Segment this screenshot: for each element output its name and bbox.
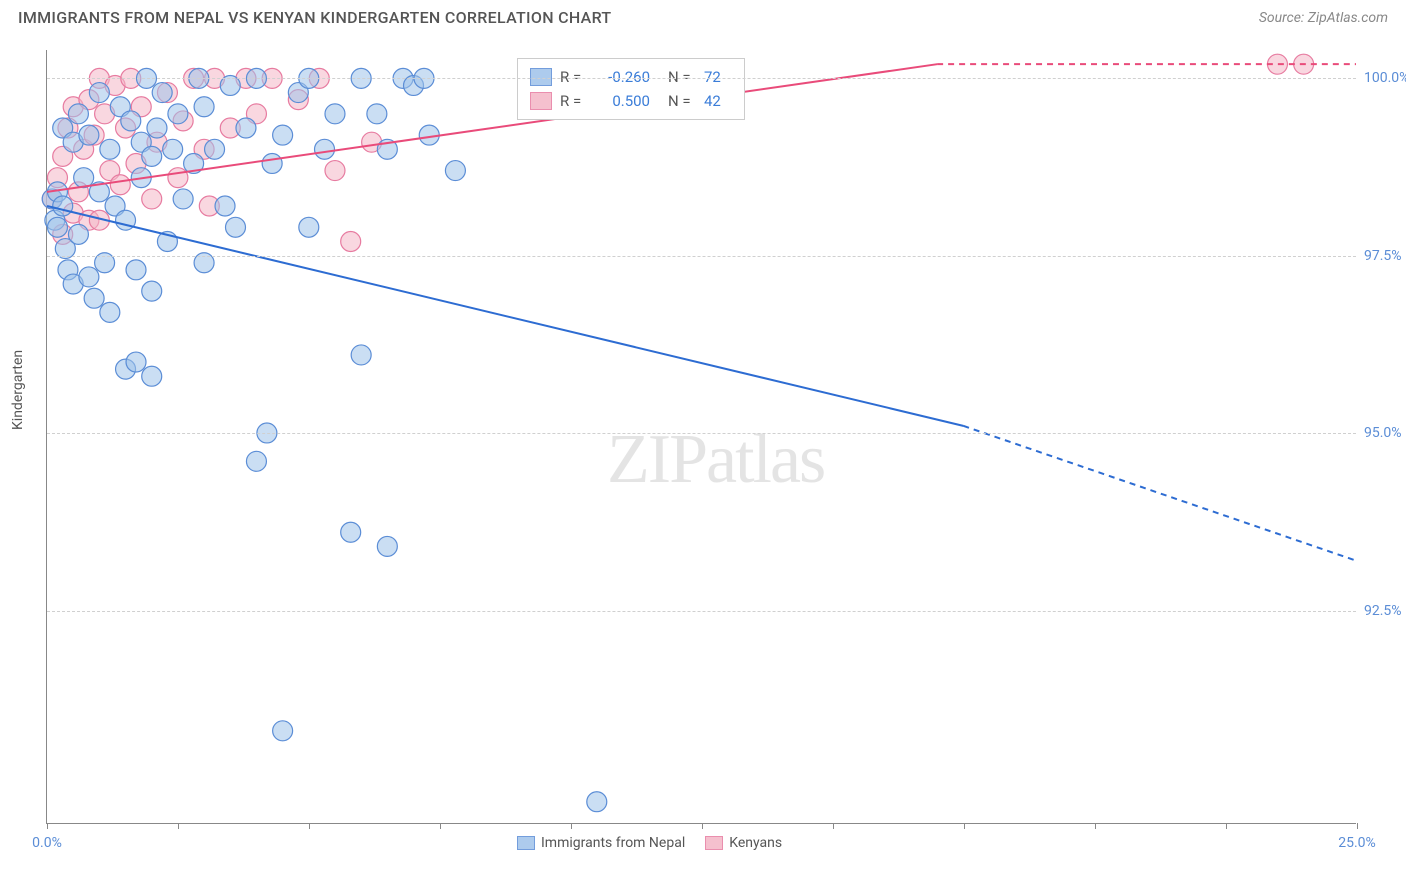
legend-label-nepal: Immigrants from Nepal <box>541 835 685 851</box>
legend-swatch-nepal-icon <box>517 836 535 850</box>
legend-item-kenya: Kenyans <box>705 835 782 851</box>
legend-swatch-kenya <box>530 92 552 110</box>
chart-plot-area: ZIPatlas R = -0.260 N = 72 R = 0.500 N =… <box>46 50 1356 824</box>
chart-svg <box>47 50 1356 823</box>
r-label: R = <box>560 68 588 86</box>
y-tick-label: 92.5% <box>1364 603 1406 619</box>
n-value-nepal: 72 <box>704 68 732 86</box>
x-tick-label: 0.0% <box>32 835 62 851</box>
y-tick-label: 100.0% <box>1364 70 1406 86</box>
y-axis-label: Kindergarten <box>10 350 26 430</box>
series-legend: Immigrants from Nepal Kenyans <box>517 835 782 851</box>
legend-label-kenya: Kenyans <box>729 835 782 851</box>
page-title: IMMIGRANTS FROM NEPAL VS KENYAN KINDERGA… <box>18 8 611 27</box>
y-tick-label: 97.5% <box>1364 248 1406 264</box>
legend-row-nepal: R = -0.260 N = 72 <box>530 65 732 89</box>
source-attribution: Source: ZipAtlas.com <box>1259 10 1388 26</box>
legend-item-nepal: Immigrants from Nepal <box>517 835 685 851</box>
r-value-kenya: 0.500 <box>596 92 650 110</box>
r-label: R = <box>560 92 588 110</box>
x-tick-label: 25.0% <box>1338 835 1376 851</box>
y-tick-label: 95.0% <box>1364 425 1406 441</box>
n-label: N = <box>668 68 696 86</box>
legend-swatch-kenya-icon <box>705 836 723 850</box>
legend-swatch-nepal <box>530 68 552 86</box>
n-value-kenya: 42 <box>704 92 732 110</box>
n-label: N = <box>668 92 696 110</box>
r-value-nepal: -0.260 <box>596 68 650 86</box>
correlation-legend: R = -0.260 N = 72 R = 0.500 N = 42 <box>517 58 745 120</box>
legend-row-kenya: R = 0.500 N = 42 <box>530 89 732 113</box>
